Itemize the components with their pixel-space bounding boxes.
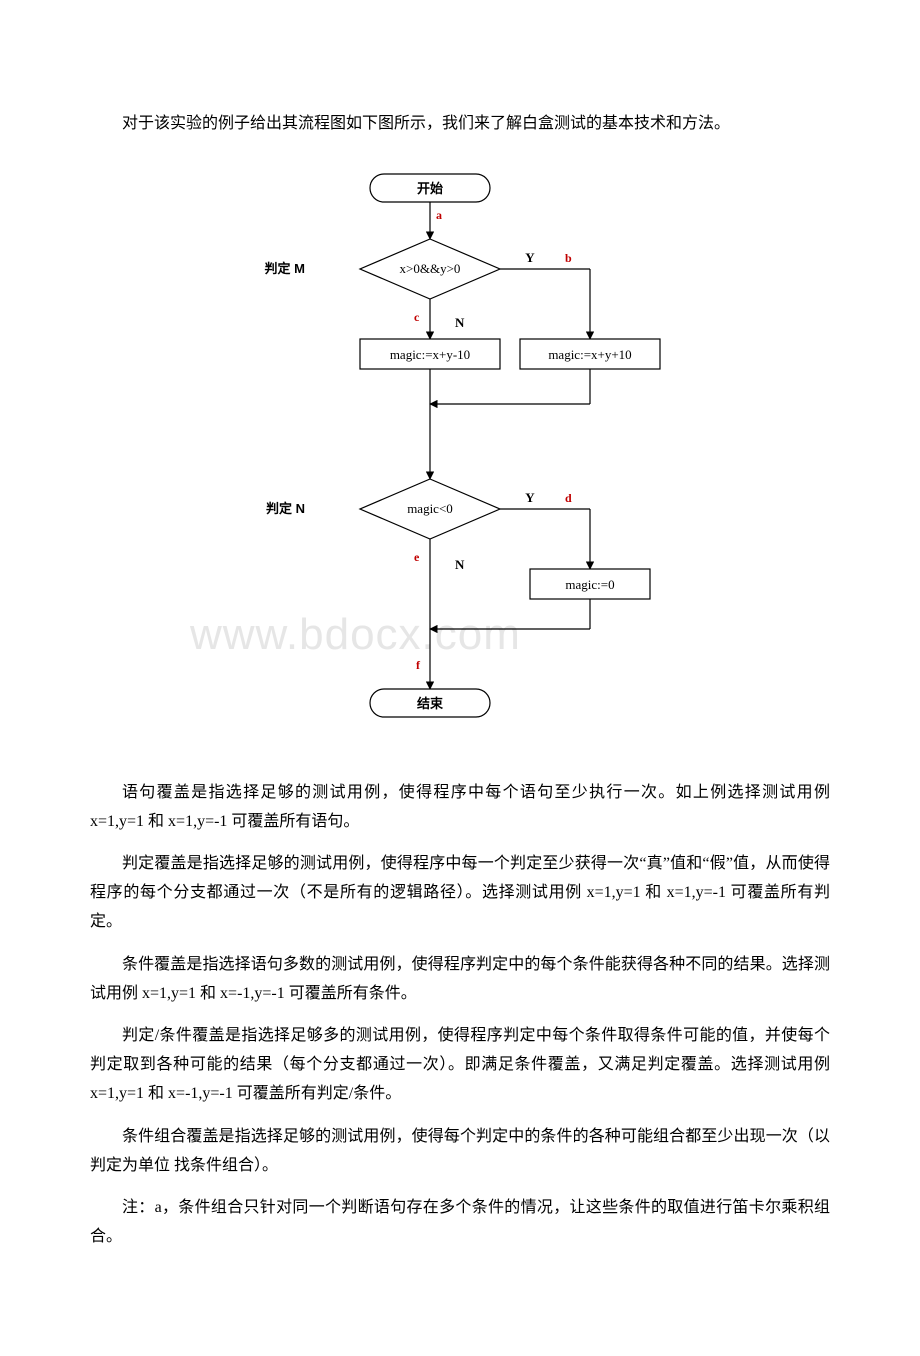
tag-d: d: [565, 491, 572, 505]
paragraph-condition-cov: 条件覆盖是指选择语句多数的测试用例，使得程序判定中的每个条件能获得各种不同的结果…: [90, 951, 830, 1009]
tag-c: c: [414, 310, 420, 324]
tag-f: f: [416, 658, 421, 672]
tag-b: b: [565, 251, 572, 265]
edge-d1-n-label: N: [455, 315, 465, 330]
node-proc3-label: magic:=0: [565, 577, 614, 592]
tag-e: e: [414, 550, 420, 564]
edge-d1-y-label: Y: [525, 250, 535, 265]
side-label-m: 判定 M: [265, 261, 305, 276]
node-start-label: 开始: [417, 181, 443, 196]
edge-d2-n-label: N: [455, 557, 465, 572]
node-decision-m-label: x>0&&y>0: [400, 261, 461, 276]
node-end-label: 结束: [417, 696, 444, 711]
flowchart-figure: 开始 a x>0&&y>0 判定 M Y b N c magic:=x+y-10: [240, 169, 680, 729]
paragraph-decision-cov: 判定覆盖是指选择足够的测试用例，使得程序中每一个判定至少获得一次“真”值和“假”…: [90, 850, 830, 936]
paragraph-combo-cov: 条件组合覆盖是指选择足够的测试用例，使得每个判定中的条件的各种可能组合都至少出现…: [90, 1123, 830, 1181]
paragraph-note-a: 注：a，条件组合只针对同一个判断语句存在多个条件的情况，让这些条件的取值进行笛卡…: [90, 1194, 830, 1252]
side-label-n: 判定 N: [266, 501, 305, 516]
intro-paragraph: 对于该实验的例子给出其流程图如下图所示，我们来了解白盒测试的基本技术和方法。: [90, 110, 830, 139]
paragraph-dc-cov: 判定/条件覆盖是指选择足够多的测试用例，使得程序判定中每个条件取得条件可能的值，…: [90, 1022, 830, 1108]
tag-a: a: [436, 208, 442, 222]
document-page: 对于该实验的例子给出其流程图如下图所示，我们来了解白盒测试的基本技术和方法。 w…: [0, 0, 920, 1356]
flowchart-svg: 开始 a x>0&&y>0 判定 M Y b N c magic:=x+y-10: [240, 169, 680, 729]
paragraph-statement-cov: 语句覆盖是指选择足够的测试用例，使得程序中每个语句至少执行一次。如上例选择测试用…: [90, 779, 830, 837]
node-proc1-label: magic:=x+y-10: [390, 347, 470, 362]
node-proc2-label: magic:=x+y+10: [548, 347, 631, 362]
edge-d2-y-label: Y: [525, 490, 535, 505]
node-decision-n-label: magic<0: [407, 501, 453, 516]
